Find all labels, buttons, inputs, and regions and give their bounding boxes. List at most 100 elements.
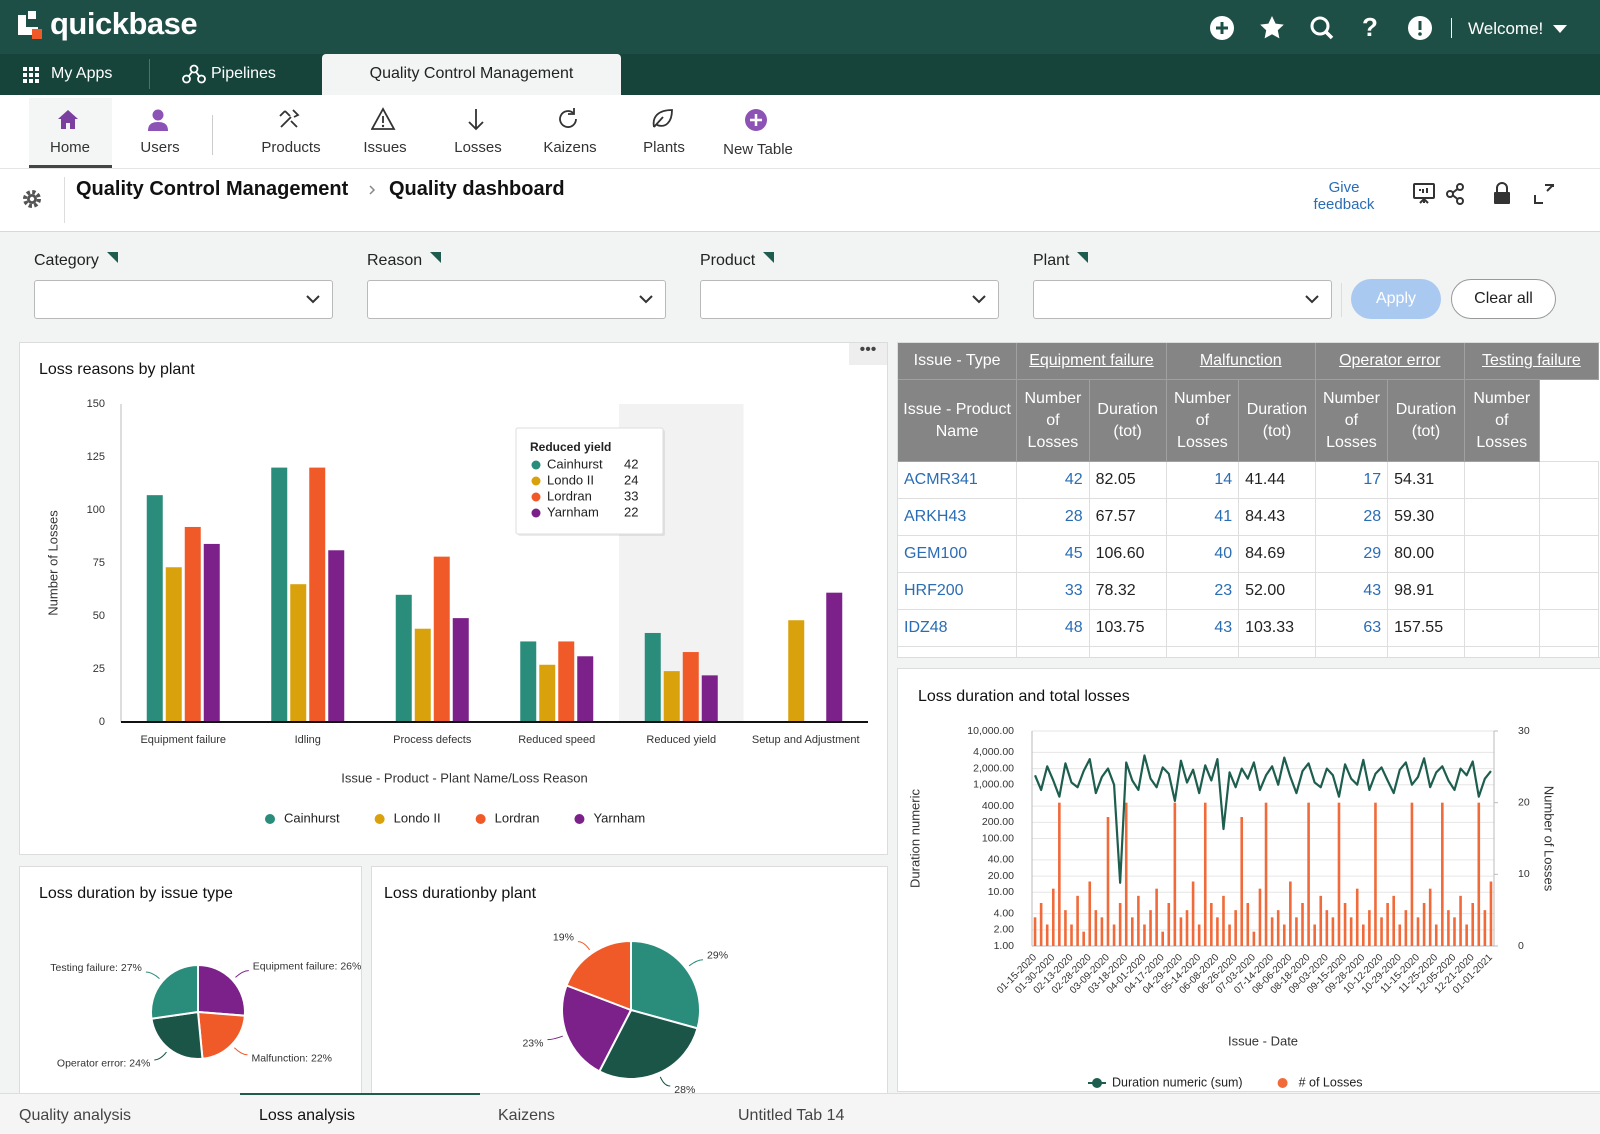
y-tick-label: 50 xyxy=(93,610,105,622)
bar xyxy=(1112,924,1116,946)
product-link[interactable]: HRF200 xyxy=(898,572,1018,610)
column-header: Duration (tot) xyxy=(1387,379,1465,462)
clear-button[interactable]: Clear all xyxy=(1451,279,1556,319)
bar xyxy=(1453,917,1456,946)
x-tick-label: Equipment failure xyxy=(140,734,226,746)
bar xyxy=(1179,917,1183,946)
header-icons: ? xyxy=(1210,13,1432,42)
toolbar-item[interactable]: Products xyxy=(249,95,333,168)
tooltip-value: 42 xyxy=(624,456,638,471)
chevron xyxy=(639,295,653,304)
bottom-tab[interactable]: Untitled Tab 14 xyxy=(738,1107,845,1124)
y-axis-title: Duration numeric xyxy=(907,789,922,888)
top-bar: quickbase ? Welcome! xyxy=(0,0,1600,54)
bar xyxy=(1173,802,1177,946)
settings-icon[interactable] xyxy=(21,188,43,210)
toolbar-item[interactable]: New Table xyxy=(716,95,800,168)
bar xyxy=(1416,917,1420,946)
divider xyxy=(64,177,65,223)
x-tick-label: Process defects xyxy=(393,734,472,746)
y2-tick-label: 0 xyxy=(1518,940,1524,952)
bar xyxy=(1410,802,1414,946)
leader-line xyxy=(577,941,591,951)
bar xyxy=(1234,910,1237,946)
product-link[interactable]: ARKH43 xyxy=(898,498,1018,536)
apply-button[interactable]: Apply xyxy=(1351,279,1441,319)
table-cell: 40 xyxy=(1165,535,1240,573)
nav-tab[interactable]: My Apps xyxy=(51,65,113,82)
bar xyxy=(1167,903,1171,946)
table-cell: 80.00 xyxy=(1387,535,1465,573)
bottom-tab[interactable]: Kaizens xyxy=(498,1107,555,1124)
bar xyxy=(1434,924,1438,946)
product-link[interactable]: ACMR341 xyxy=(898,461,1018,499)
table-cell xyxy=(1016,646,1090,657)
bar xyxy=(184,526,201,722)
bar xyxy=(1447,910,1450,946)
dropdown[interactable] xyxy=(34,280,333,319)
breadcrumb-app[interactable]: Quality Control Management xyxy=(76,178,349,200)
table-cell xyxy=(1538,646,1600,657)
bar xyxy=(146,495,163,722)
toolbar-item[interactable]: Losses xyxy=(436,95,520,168)
bar xyxy=(1118,903,1122,946)
bar xyxy=(1307,802,1310,946)
column-header: Number of Losses xyxy=(1463,379,1540,462)
bar xyxy=(1392,895,1395,946)
product-link[interactable]: IDZ48 xyxy=(898,609,1018,647)
toolbar-item[interactable]: Plants xyxy=(622,95,706,168)
bar xyxy=(1155,888,1158,946)
tooltip-value: 24 xyxy=(624,472,638,487)
bar xyxy=(1197,924,1201,946)
dropdown[interactable] xyxy=(367,280,666,319)
bar xyxy=(1094,910,1098,946)
table-row: GEM100 45 106.60 40 84.69 29 80.00 xyxy=(898,535,1600,573)
toolbar-item[interactable]: Home xyxy=(28,95,112,168)
pie-chart-panel: Loss duration by issue type Equipment fai… xyxy=(19,866,362,1106)
table-cell: 84.69 xyxy=(1238,535,1316,573)
bar xyxy=(1246,903,1250,946)
welcome-menu[interactable]: Welcome! xyxy=(1468,19,1544,38)
pie-slice xyxy=(196,1010,246,1060)
group-header: Operator error xyxy=(1314,343,1465,380)
table-cell xyxy=(1165,646,1240,657)
bottom-tab[interactable]: Loss analysis xyxy=(259,1107,356,1124)
bar xyxy=(1143,924,1146,946)
dropdown[interactable] xyxy=(700,280,999,319)
table-cell: 67.57 xyxy=(1088,498,1167,536)
y-tick-label: 125 xyxy=(87,451,105,463)
table-cell-clipped xyxy=(1463,461,1540,499)
bar xyxy=(1337,802,1341,946)
toolbar-item[interactable]: Users xyxy=(118,95,202,168)
breadcrumb-bar: Quality Control Management Quality dashb… xyxy=(0,168,1600,232)
bar xyxy=(1380,917,1383,946)
bar xyxy=(1313,924,1316,946)
nav-tab[interactable]: Pipelines xyxy=(211,65,276,82)
group-header: Issue - Type xyxy=(898,343,1018,380)
dropdown[interactable] xyxy=(1033,280,1332,319)
bar xyxy=(520,641,537,722)
bar xyxy=(1349,917,1353,946)
product-link[interactable]: GEM100 xyxy=(898,535,1018,573)
column-header: Duration (tot) xyxy=(1088,379,1167,462)
toolbar-item[interactable]: Issues xyxy=(343,95,427,168)
toolbar-item[interactable]: Kaizens xyxy=(528,95,612,168)
bar xyxy=(1422,903,1426,946)
menu-button[interactable]: ••• xyxy=(849,343,887,365)
bar xyxy=(1149,910,1152,946)
bar xyxy=(290,584,307,722)
bar xyxy=(682,652,699,722)
column-header: Issue - Product Name xyxy=(898,379,1018,462)
active-tab[interactable]: Quality Control Management xyxy=(322,54,621,95)
combo-chart: Loss duration and total losses 1.00 2.00 4.… xyxy=(907,688,1556,1089)
breadcrumb-page: Quality dashboard xyxy=(389,178,565,200)
bar xyxy=(1070,924,1073,946)
leader-line xyxy=(547,1035,563,1041)
bottom-tab[interactable]: Quality analysis xyxy=(19,1107,132,1124)
pie-label: 29% xyxy=(707,950,728,962)
feedback-link[interactable]: Give feedback xyxy=(1313,179,1375,213)
table-cell: 157.55 xyxy=(1387,609,1465,647)
table-cell xyxy=(1387,646,1465,657)
bar xyxy=(1076,895,1079,946)
